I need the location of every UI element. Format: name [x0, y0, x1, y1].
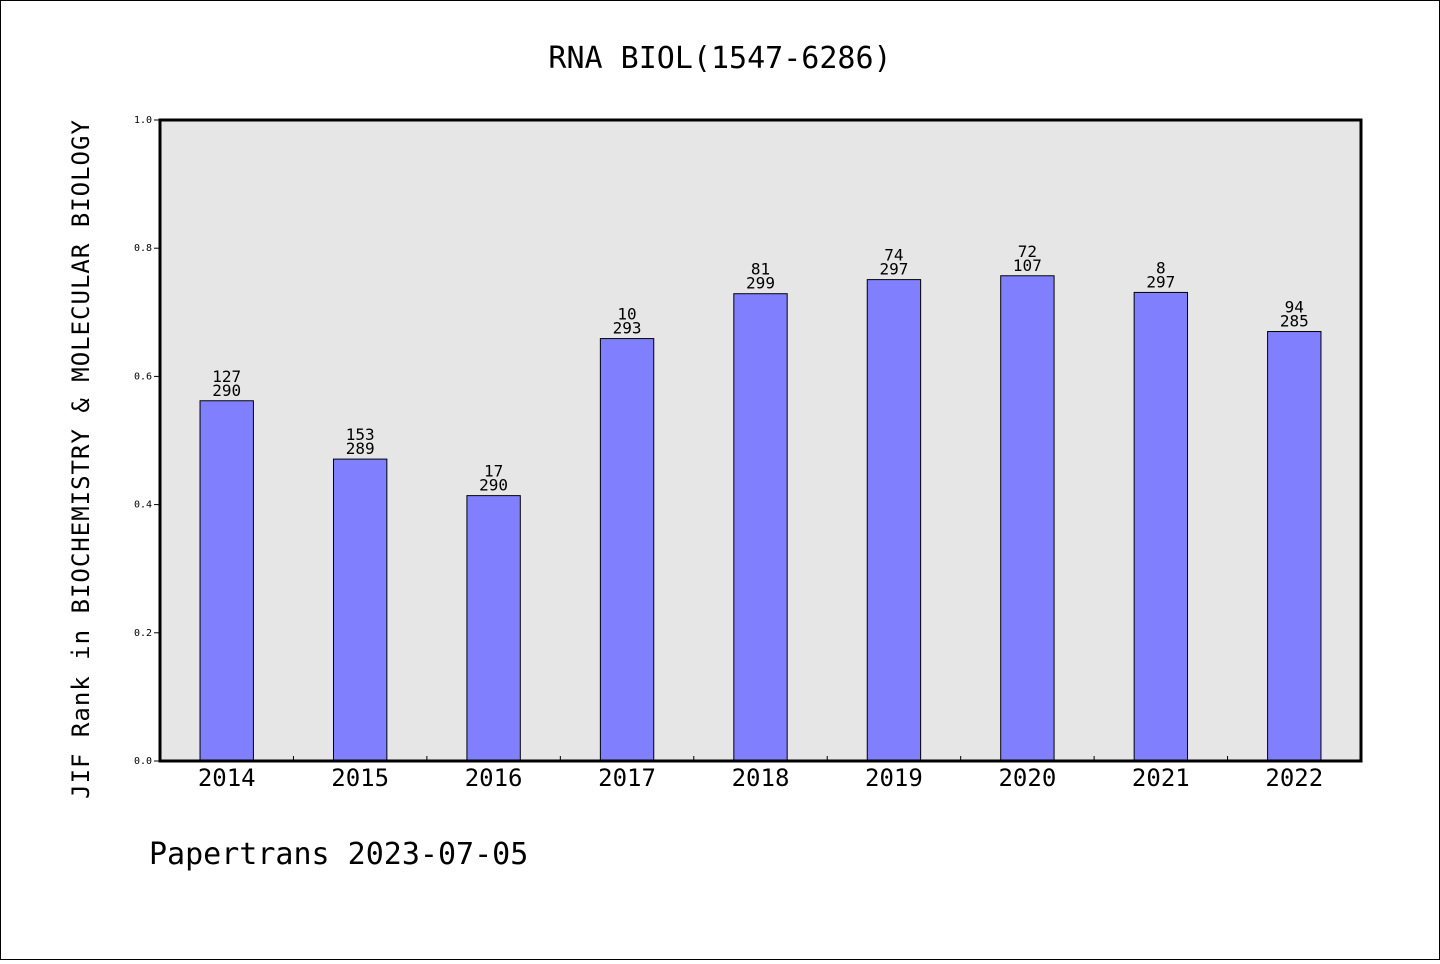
bar-total-label: 290 [479, 476, 508, 495]
bar-total-label: 285 [1280, 312, 1309, 331]
bar-total-label: 290 [212, 381, 241, 400]
bar-rank-label: 72 [1018, 242, 1037, 261]
plot-border [158, 118, 1363, 763]
x-tick-label: 2022 [1265, 764, 1323, 792]
bar-2016 [466, 495, 521, 762]
x-tick-label: 2016 [465, 764, 523, 792]
x-tick-label: 2014 [198, 764, 256, 792]
y-axis-ticks: 0.0 0.2 0.4 0.6 0.8 1.0 [134, 115, 160, 767]
x-axis-ticks: 2014 2015 2016 2017 2018 2019 2020 2021 2022 [198, 756, 1323, 792]
bar-2017 [599, 338, 655, 762]
bar-rank-label: 94 [1285, 298, 1304, 317]
bars [199, 275, 1322, 762]
chart-title: RNA BIOL(1547-6286) [548, 41, 891, 76]
bar-rank-label: 8 [1156, 258, 1166, 277]
footer-text: Papertrans 2023-07-05 [149, 837, 528, 872]
y-axis-label: JIF Rank in BIOCHEMISTRY & MOLECULAR BIO… [67, 119, 95, 799]
bar-2015 [332, 458, 388, 762]
bar-rank-label: 17 [484, 462, 503, 481]
bar-rank-label: 10 [617, 305, 636, 324]
y-tick-label: 0.6 [134, 371, 152, 382]
y-tick-label: 0.8 [134, 243, 152, 254]
bar-total-label: 297 [1146, 272, 1175, 291]
bar-total-label: 289 [346, 439, 375, 458]
x-tick-label: 2015 [331, 764, 389, 792]
y-tick-label: 1.0 [134, 115, 152, 126]
bar-total-label: 297 [879, 260, 908, 279]
bar-2020 [1000, 275, 1055, 762]
x-tick-label: 2019 [865, 764, 923, 792]
x-tick-label: 2021 [1132, 764, 1190, 792]
bar-total-label: 299 [746, 274, 775, 293]
bar-2022 [1267, 331, 1322, 762]
bar-2018 [733, 293, 788, 762]
x-tick-label: 2018 [732, 764, 790, 792]
y-tick-label: 0.2 [134, 628, 152, 639]
bar-2014 [199, 400, 254, 762]
bar-rank-label: 153 [346, 425, 375, 444]
y-tick-label: 0.0 [134, 756, 152, 767]
bar-rank-label: 81 [751, 260, 770, 279]
bar-2019 [866, 279, 922, 762]
bar-total-label: 107 [1013, 256, 1042, 275]
bar-total-label: 293 [613, 319, 642, 338]
y-tick-label: 0.4 [134, 500, 152, 511]
bar-rank-label: 74 [884, 246, 903, 265]
x-tick-label: 2020 [998, 764, 1056, 792]
bar-2021 [1133, 291, 1189, 762]
bar-rank-label: 127 [212, 367, 241, 386]
x-tick-label: 2017 [598, 764, 656, 792]
